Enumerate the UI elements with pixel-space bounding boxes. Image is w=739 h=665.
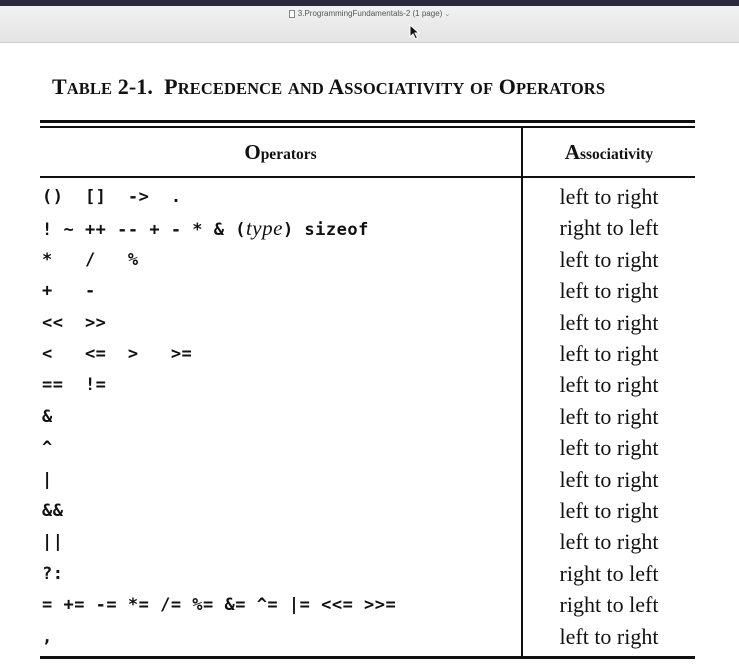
table-row: && left to right xyxy=(40,495,695,526)
table-caption-text: Precedence and Associativity of Operator… xyxy=(164,74,606,99)
operators-cell: ! ~ ++ -- + - * & (type) sizeof xyxy=(42,216,369,241)
operators-cell: << >> xyxy=(42,312,107,333)
associativity-cell: left to right xyxy=(559,246,659,272)
associativity-cell: left to right xyxy=(559,435,659,461)
associativity-cell: left to right xyxy=(559,309,659,335)
associativity-cell: left to right xyxy=(559,341,659,366)
window-title-text: 3.ProgrammingFundamentals-2 (1 page) xyxy=(297,9,443,18)
table-caption-number: Table 2-1. xyxy=(52,74,153,99)
operators-cell: * / % xyxy=(42,249,139,270)
column-divider xyxy=(521,128,523,656)
table-row: ^ left to right xyxy=(40,432,695,463)
associativity-cell: left to right xyxy=(559,529,659,555)
operators-cell: || xyxy=(42,532,64,553)
operators-cell: + - xyxy=(42,281,96,302)
operators-cell: , xyxy=(42,626,53,647)
table-row: ! ~ ++ -- + - * & (type) sizeof right to … xyxy=(40,212,695,243)
chevron-down-icon[interactable]: ⌄ xyxy=(444,11,451,18)
table-bottom-rule xyxy=(40,656,695,659)
associativity-cell: left to right xyxy=(559,372,659,398)
table-row: | left to right xyxy=(40,464,695,495)
associativity-cell: left to right xyxy=(559,184,659,209)
associativity-cell: right to left xyxy=(559,592,659,618)
table-row: = += -= *= /= %= &= ^= |= <<= >>= right t… xyxy=(40,589,695,620)
table-caption: Table 2-1. Precedence and Associativity … xyxy=(52,74,692,100)
table-row: || left to right xyxy=(40,526,695,557)
operators-cell: == != xyxy=(42,375,107,396)
table-row: () [] -> . left to right xyxy=(40,181,695,212)
operators-cell: && xyxy=(42,501,64,521)
associativity-cell: left to right xyxy=(559,623,659,649)
document-icon xyxy=(288,10,295,18)
table-top-rule xyxy=(40,120,695,123)
operators-cell: | xyxy=(42,469,53,490)
mouse-pointer-icon xyxy=(409,24,421,40)
column-header-associativity: Associativity xyxy=(564,140,654,164)
associativity-cell: right to left xyxy=(559,215,659,241)
operators-cell: & xyxy=(42,406,53,427)
operators-cell: ^ xyxy=(42,438,53,459)
table-row: ?: right to left xyxy=(40,558,695,589)
window-top-edge xyxy=(0,0,739,6)
operators-cell: = += -= *= /= %= &= ^= |= <<= >>= xyxy=(42,595,397,616)
window-titlebar[interactable]: 3.ProgrammingFundamentals-2 (1 page) ⌄ xyxy=(0,6,739,43)
header-rule xyxy=(40,176,695,178)
table-row: * / % left to right xyxy=(40,244,695,275)
column-header-operators: Operators xyxy=(244,140,317,164)
table-row: << >> left to right xyxy=(40,307,695,338)
table-row: & left to right xyxy=(40,401,695,432)
table-row: + - left to right xyxy=(40,275,695,306)
table-top-rule-inner xyxy=(40,126,695,128)
associativity-cell: left to right xyxy=(559,466,659,492)
operators-cell: () [] -> . xyxy=(42,187,182,207)
associativity-cell: right to left xyxy=(559,560,659,586)
window-title: 3.ProgrammingFundamentals-2 (1 page) ⌄ xyxy=(0,9,739,18)
table-row: < <= > >= left to right xyxy=(40,338,695,369)
table-row: , left to right xyxy=(40,621,695,652)
associativity-cell: left to right xyxy=(559,403,659,429)
operators-cell: ?: xyxy=(42,563,64,584)
associativity-cell: left to right xyxy=(559,498,659,523)
table-row: == != left to right xyxy=(40,369,695,400)
associativity-cell: left to right xyxy=(559,278,659,304)
operators-cell: < <= > >= xyxy=(42,344,193,364)
